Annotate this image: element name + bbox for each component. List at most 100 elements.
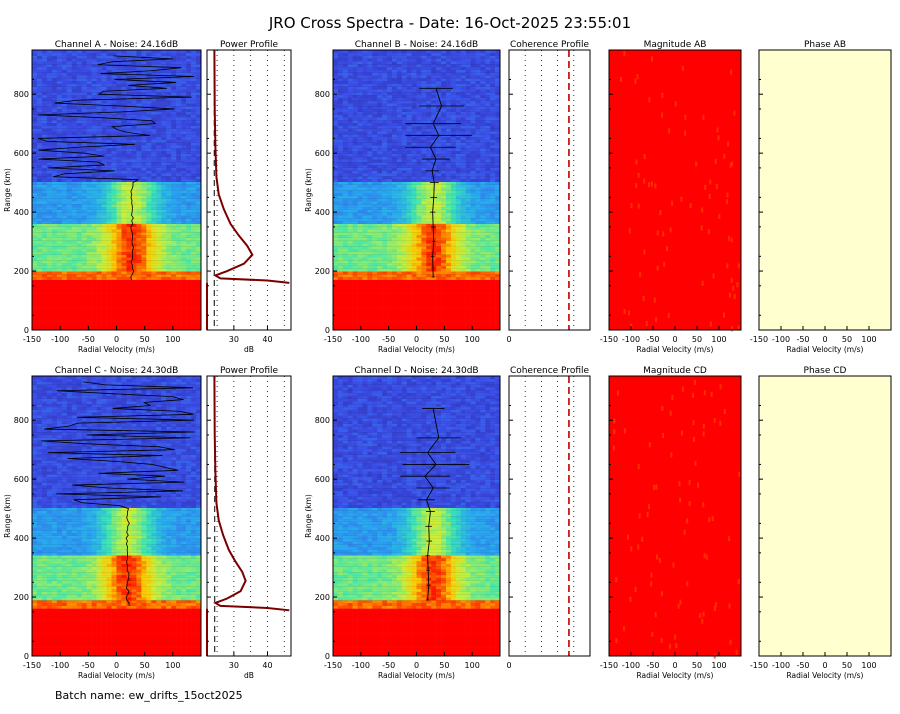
spectra-cell	[52, 316, 57, 319]
spectra-cell	[52, 198, 57, 201]
spectra-cell	[407, 288, 412, 291]
spectra-cell	[126, 322, 131, 325]
spectra-cell	[47, 232, 52, 235]
spectra-cell	[156, 310, 161, 313]
spectra-cell	[402, 277, 407, 280]
spectra-cell	[72, 56, 77, 59]
spectra-cell	[87, 72, 92, 75]
spectra-cell	[156, 240, 161, 243]
spectra-cell	[441, 238, 446, 241]
spectra-cell	[186, 322, 191, 325]
spectra-cell	[87, 131, 92, 134]
spectra-cell	[417, 282, 422, 285]
spectra-cell	[181, 109, 186, 112]
spectra-cell	[392, 316, 397, 319]
spectra-cell	[42, 238, 47, 241]
spectra-cell	[121, 198, 126, 201]
spectra-cell	[181, 179, 186, 182]
spectra-cell	[62, 282, 67, 285]
spectra-cell	[87, 56, 92, 59]
spectra-cell	[121, 268, 126, 271]
spectra-cell	[166, 117, 171, 120]
spectra-cell	[121, 291, 126, 294]
spectra-cell	[377, 215, 382, 218]
spectra-cell	[466, 271, 471, 274]
spectra-cell	[112, 67, 117, 70]
spectra-cell	[166, 123, 171, 126]
spectra-cell	[107, 70, 112, 73]
spectra-cell	[451, 302, 456, 305]
spectra-cell	[121, 282, 126, 285]
spectra-cell	[82, 308, 87, 311]
spectra-cell	[126, 148, 131, 151]
spectra-cell	[382, 316, 387, 319]
spectra-cell	[461, 268, 466, 271]
spectra-cell	[151, 179, 156, 182]
spectra-cell	[407, 232, 412, 235]
spectra-cell	[112, 305, 117, 308]
spectra-cell	[353, 274, 358, 277]
spectra-cell	[186, 89, 191, 92]
spectra-cell	[77, 229, 82, 232]
spectra-cell	[52, 319, 57, 322]
spectra-cell	[461, 305, 466, 308]
spectra-cell	[387, 280, 392, 283]
spectra-cell	[333, 296, 338, 299]
spectra-cell	[166, 268, 171, 271]
spectra-cell	[382, 285, 387, 288]
spectra-cell	[461, 324, 466, 327]
spectra-cell	[141, 184, 146, 187]
spectra-cell	[387, 268, 392, 271]
spectra-cell	[126, 61, 131, 64]
spectra-cell	[412, 226, 417, 229]
spectra-cell	[141, 140, 146, 143]
spectra-cell	[32, 271, 37, 274]
spectra-cell	[191, 238, 196, 241]
spectra-cell	[102, 78, 107, 81]
spectra-cell	[446, 322, 451, 325]
spectra-cell	[353, 268, 358, 271]
spectra-cell	[397, 313, 402, 316]
spectra-cell	[87, 254, 92, 257]
spectra-cell	[343, 252, 348, 255]
spectra-cell	[397, 257, 402, 260]
spectra-cell	[87, 221, 92, 224]
spectra-cell	[171, 84, 176, 87]
spectra-cell	[117, 109, 122, 112]
spectra-cell	[362, 232, 367, 235]
spectra-cell	[32, 75, 37, 78]
spectra-cell	[42, 260, 47, 263]
spectra-cell	[42, 103, 47, 106]
spectra-cell	[191, 184, 196, 187]
spectra-cell	[47, 308, 52, 311]
spectra-cell	[117, 302, 122, 305]
spectra-cell	[67, 193, 72, 196]
spectra-cell	[490, 271, 495, 274]
spectra-cell	[92, 308, 97, 311]
spectra-cell	[397, 238, 402, 241]
spectra-cell	[82, 159, 87, 162]
spectra-cell	[338, 240, 343, 243]
spectra-cell	[97, 212, 102, 215]
spectra-cell	[436, 243, 441, 246]
spectra-cell	[441, 226, 446, 229]
spectra-cell	[191, 296, 196, 299]
spectra-cell	[358, 252, 363, 255]
spectra-cell	[417, 310, 422, 313]
spectra-cell	[451, 274, 456, 277]
spectra-cell	[72, 78, 77, 81]
spectra-cell	[126, 154, 131, 157]
spectra-cell	[451, 215, 456, 218]
spectra-cell	[126, 114, 131, 117]
spectra-cell	[466, 288, 471, 291]
spectra-cell	[126, 159, 131, 162]
spectra-cell	[161, 232, 166, 235]
spectra-cell	[92, 285, 97, 288]
spectra-cell	[141, 280, 146, 283]
spectra-cell	[451, 268, 456, 271]
spectra-cell	[441, 296, 446, 299]
spectra-cell	[377, 280, 382, 283]
spectra-cell	[161, 313, 166, 316]
spectra-cell	[77, 184, 82, 187]
spectra-cell	[333, 280, 338, 283]
